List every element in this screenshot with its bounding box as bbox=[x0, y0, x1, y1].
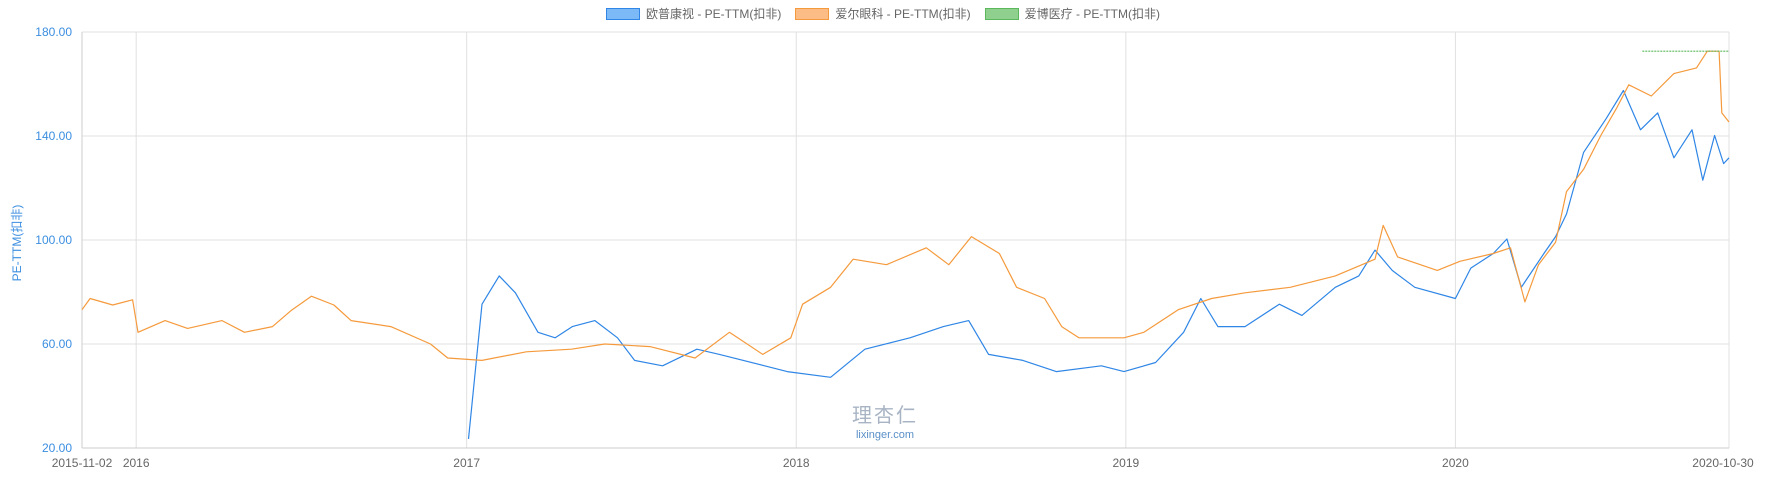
x-tick-label: 2017 bbox=[453, 456, 480, 470]
x-tick-label: 2015-11-02 bbox=[52, 456, 113, 470]
series-line-0 bbox=[467, 89, 1730, 439]
watermark-logo-text: 理杏仁 bbox=[852, 404, 918, 427]
y-tick-label: 100.00 bbox=[35, 233, 72, 247]
series-lines bbox=[81, 50, 1730, 439]
legend: 欧普康视 - PE-TTM(扣非) 爱尔眼科 - PE-TTM(扣非) 爱博医疗… bbox=[0, 5, 1766, 22]
legend-label: 爱博医疗 - PE-TTM(扣非) bbox=[1024, 7, 1160, 21]
y-tick-label: 20.00 bbox=[42, 441, 72, 455]
legend-item-series-2[interactable]: 爱博医疗 - PE-TTM(扣非) bbox=[984, 5, 1160, 22]
legend-label: 欧普康视 - PE-TTM(扣非) bbox=[646, 7, 782, 21]
series-line-1 bbox=[81, 50, 1730, 361]
grid bbox=[81, 31, 1730, 449]
y-tick-label: 140.00 bbox=[35, 129, 72, 143]
legend-swatch bbox=[984, 7, 1019, 20]
legend-item-series-0[interactable]: 欧普康视 - PE-TTM(扣非) bbox=[606, 5, 781, 22]
x-tick-label: 2020 bbox=[1442, 456, 1469, 470]
legend-swatch bbox=[606, 7, 640, 20]
x-axis: 2015-11-02 2016 2017 2018 2019 2020 2020-10-30 bbox=[52, 456, 1754, 470]
y-tick-label: 60.00 bbox=[42, 337, 72, 351]
legend-label: 爱尔眼科 - PE-TTM(扣非) bbox=[835, 7, 971, 21]
x-tick-label: 2019 bbox=[1112, 456, 1139, 470]
legend-item-series-1[interactable]: 爱尔眼科 - PE-TTM(扣非) bbox=[795, 5, 971, 22]
y-tick-label: 180.00 bbox=[35, 25, 72, 39]
x-tick-label: 2016 bbox=[123, 456, 150, 470]
legend-swatch bbox=[795, 7, 830, 20]
x-tick-label: 2018 bbox=[783, 456, 810, 470]
y-axis: 20.00 60.00 100.00 140.00 180.00 bbox=[35, 25, 72, 455]
x-tick-label: 2020-10-30 bbox=[1692, 456, 1754, 470]
watermark-logo: 理杏仁 lixinger.com bbox=[852, 404, 918, 441]
y-axis-title: PE-TTM(扣非) bbox=[10, 205, 24, 282]
watermark-site-text: lixinger.com bbox=[856, 429, 914, 441]
